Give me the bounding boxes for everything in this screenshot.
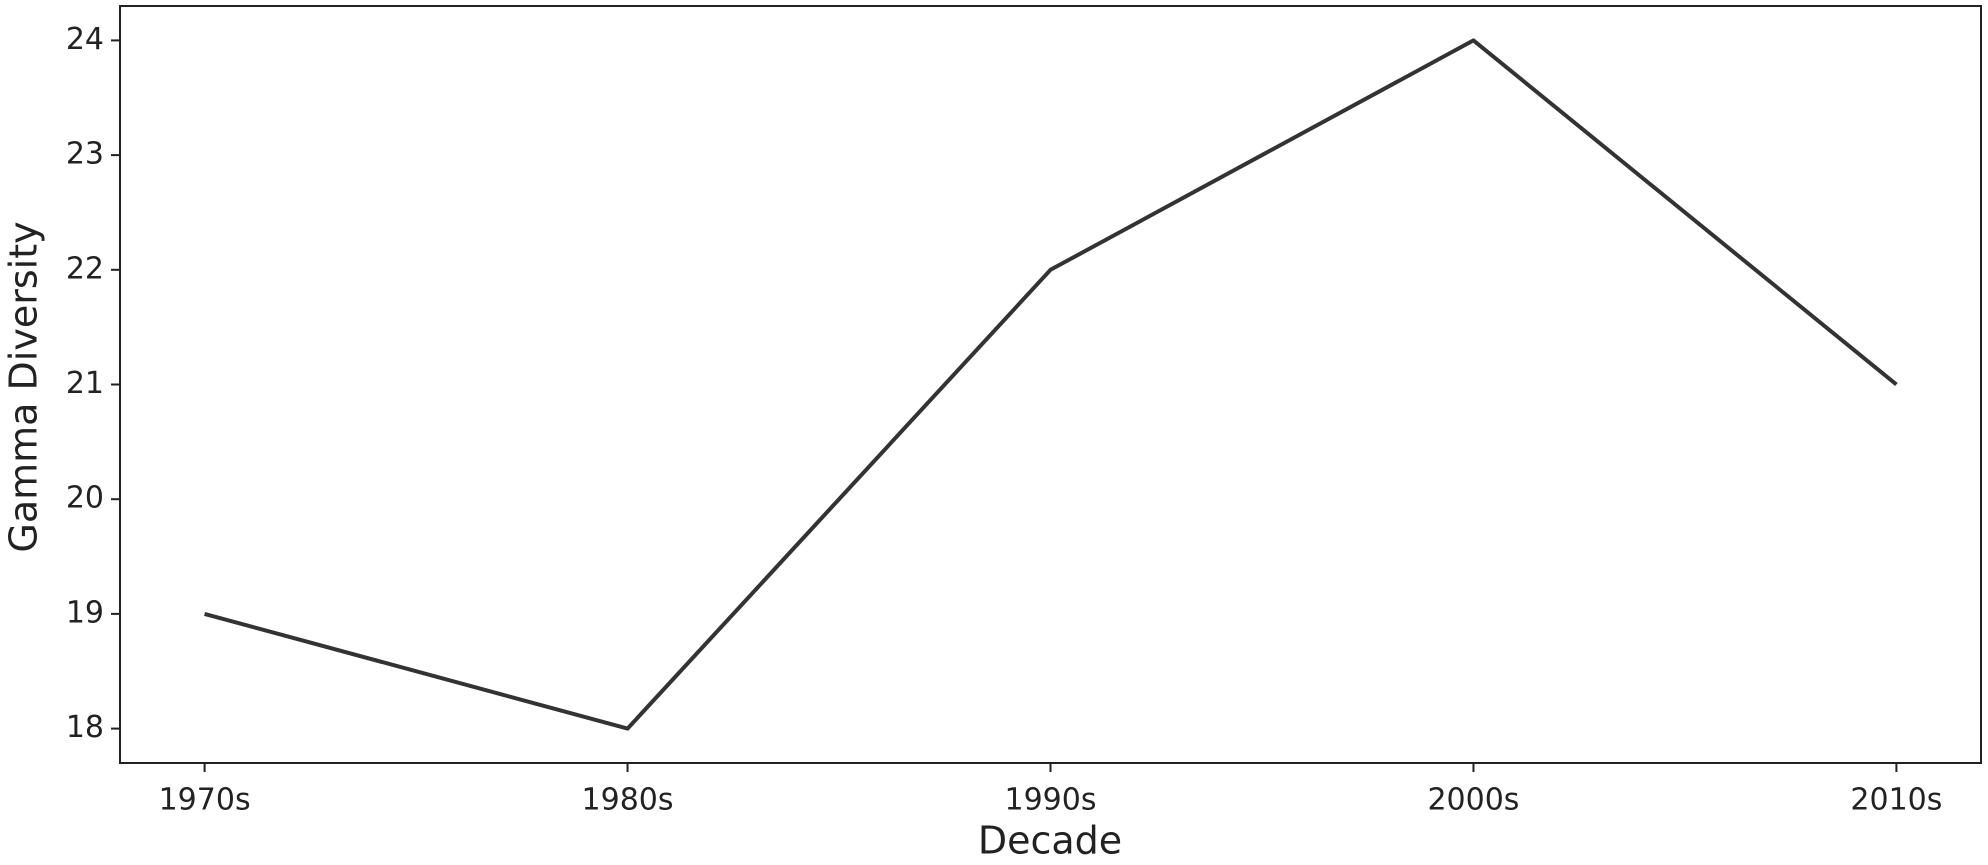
y-tick-label: 18 xyxy=(66,710,104,745)
x-tick-label: 2000s xyxy=(1427,783,1519,818)
x-axis-label: Decade xyxy=(978,819,1122,863)
x-tick-label: 1980s xyxy=(582,783,674,818)
y-tick-label: 24 xyxy=(66,22,104,57)
plot-frame xyxy=(119,5,1982,764)
y-tick-label: 22 xyxy=(66,251,104,286)
x-tick-label: 1990s xyxy=(1005,783,1097,818)
y-tick-label: 19 xyxy=(66,595,104,630)
x-tick-label: 2010s xyxy=(1850,783,1942,818)
y-tick-label: 23 xyxy=(66,137,104,172)
y-axis-label: Gamma Diversity xyxy=(2,221,46,552)
y-tick-label: 21 xyxy=(66,366,104,401)
data-line xyxy=(204,38,1898,731)
x-tick-label: 1970s xyxy=(159,783,251,818)
y-tick-label: 20 xyxy=(66,481,104,516)
